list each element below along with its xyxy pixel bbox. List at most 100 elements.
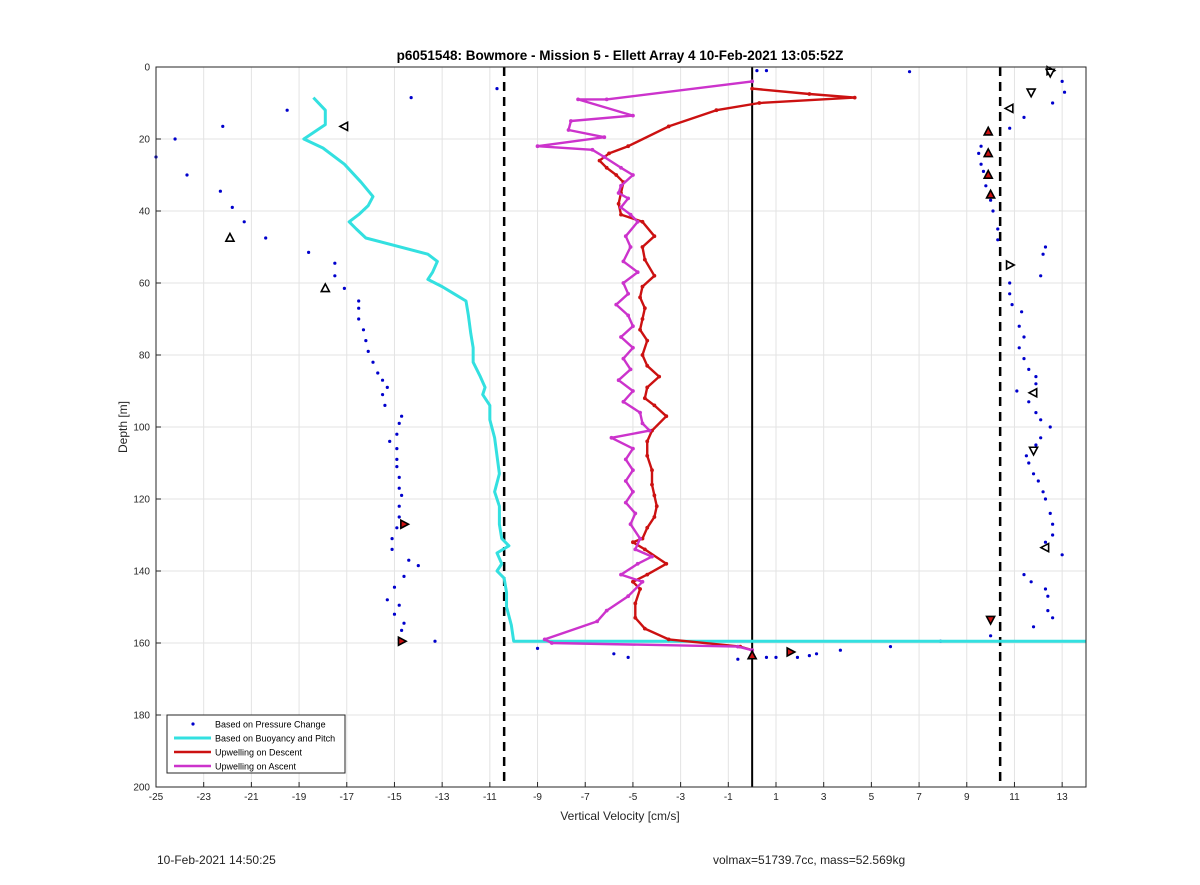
series-point <box>621 356 626 361</box>
x-tick-label: -1 <box>724 792 733 803</box>
data-point <box>1043 587 1048 591</box>
series-point <box>635 270 640 275</box>
data-point <box>242 220 246 224</box>
data-point <box>390 547 394 552</box>
triangle-marker <box>982 125 994 136</box>
series-point <box>638 536 642 541</box>
series-point <box>619 335 623 339</box>
series-point <box>645 525 650 530</box>
data-point <box>1039 274 1043 278</box>
series-point <box>633 615 638 620</box>
data-point <box>385 385 389 389</box>
x-axis-label: Vertical Velocity [cm/s] <box>560 809 679 823</box>
series-point <box>604 97 609 102</box>
data-point <box>1039 418 1043 422</box>
series-1 <box>302 96 1086 643</box>
series-point <box>628 212 633 217</box>
series-point <box>652 403 657 408</box>
data-point <box>1034 375 1038 379</box>
series-point <box>645 453 650 458</box>
series-point <box>604 608 609 613</box>
triangle-marker <box>397 635 408 647</box>
triangle-marker <box>786 646 797 658</box>
x-tick-label: 9 <box>964 792 970 803</box>
y-tick-label: 40 <box>139 207 151 218</box>
series-line <box>598 87 856 652</box>
data-point <box>307 250 311 254</box>
series-point <box>657 374 662 379</box>
series-point <box>642 626 647 631</box>
triangle-marker <box>982 147 994 158</box>
series-point <box>631 324 635 329</box>
data-point <box>977 151 981 155</box>
data-point <box>380 393 385 397</box>
series-point <box>640 245 645 249</box>
series-point <box>642 396 647 401</box>
data-point <box>1027 461 1031 465</box>
legend-entry: Upwelling on Descent <box>215 748 303 758</box>
series-point <box>631 389 635 393</box>
triangle-markers <box>224 65 1057 660</box>
legend-entry: Based on Buoyancy and Pitch <box>215 734 335 744</box>
data-point <box>333 261 337 265</box>
data-point <box>1043 540 1048 544</box>
data-point <box>984 184 988 188</box>
data-point <box>1017 346 1021 350</box>
data-point <box>402 574 406 579</box>
data-point <box>1017 324 1021 328</box>
series-point <box>602 155 607 159</box>
series-point <box>619 212 623 217</box>
data-point <box>385 598 389 602</box>
data-point <box>612 652 616 656</box>
series-point <box>631 345 635 350</box>
series-point <box>650 554 654 559</box>
series-point <box>616 378 621 383</box>
data-point <box>1031 625 1036 629</box>
series-point <box>623 479 628 483</box>
data-point <box>1046 609 1050 613</box>
data-point <box>1022 357 1026 361</box>
data-point <box>392 612 397 616</box>
series-point <box>626 291 631 296</box>
triangle-marker <box>400 518 411 530</box>
series-point <box>595 619 600 624</box>
x-tick-label: 3 <box>821 792 827 803</box>
series-point <box>616 201 621 206</box>
x-tick-label: -25 <box>149 792 164 803</box>
reference-lines <box>502 67 1002 787</box>
data-point <box>981 169 986 173</box>
series-point <box>640 353 645 357</box>
series-point <box>597 158 602 163</box>
series-point <box>640 219 645 224</box>
data-point <box>1034 382 1038 386</box>
series-point <box>628 522 633 527</box>
data-point <box>218 189 222 193</box>
data-point <box>1008 292 1012 296</box>
series-layer <box>154 69 1086 661</box>
series-point <box>626 313 631 318</box>
triangle-marker <box>1027 387 1038 399</box>
series-point <box>542 637 547 642</box>
series-point <box>638 295 642 300</box>
series-point <box>645 338 650 343</box>
data-point <box>1008 126 1012 130</box>
series-point <box>633 547 638 552</box>
series-point <box>566 128 571 132</box>
series-point <box>576 97 580 102</box>
series-point <box>645 439 650 444</box>
data-point <box>357 317 361 321</box>
data-point <box>395 465 399 469</box>
series-point <box>590 147 595 152</box>
series-point <box>604 165 609 170</box>
series-point <box>607 151 611 156</box>
series-point <box>635 219 640 224</box>
data-point <box>774 655 778 660</box>
series-point <box>642 306 647 311</box>
x-tick-label: -3 <box>676 792 685 803</box>
data-point <box>390 537 394 541</box>
data-point <box>495 87 499 91</box>
data-point <box>989 634 993 638</box>
series-line <box>536 80 753 652</box>
series-point <box>631 173 635 177</box>
data-point <box>1022 335 1026 339</box>
